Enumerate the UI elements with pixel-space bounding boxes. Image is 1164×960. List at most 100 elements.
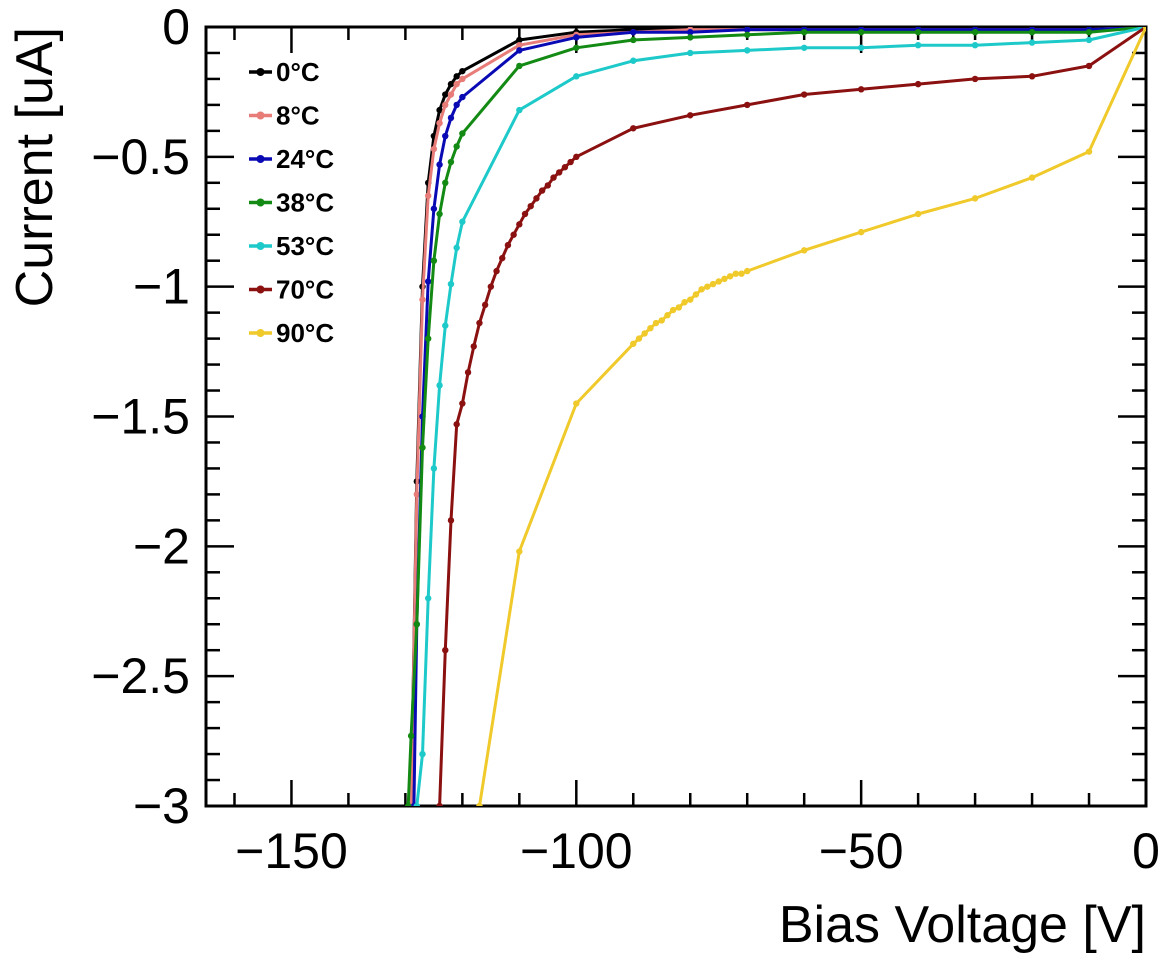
data-point (459, 218, 466, 225)
data-point (453, 73, 460, 80)
data-point (652, 319, 660, 327)
data-point (1085, 62, 1093, 70)
data-point (499, 254, 506, 262)
legend-label: 90°C (276, 318, 334, 348)
data-point (516, 47, 523, 54)
data-point (430, 205, 438, 212)
data-point (567, 158, 574, 166)
data-point (470, 343, 477, 350)
data-point (516, 221, 523, 228)
data-point (430, 465, 438, 472)
data-point (664, 312, 671, 319)
legend-entry: 0°C (249, 57, 320, 87)
series-6 (476, 27, 1146, 806)
data-point (573, 400, 580, 407)
data-point (516, 62, 523, 70)
data-point (556, 169, 563, 176)
data-point (476, 319, 483, 327)
legend-swatch-marker (256, 155, 265, 163)
data-point (630, 57, 637, 64)
data-point (687, 34, 694, 41)
data-point (641, 330, 648, 337)
series-4 (413, 27, 1146, 806)
data-point (447, 517, 455, 524)
data-point (453, 143, 460, 150)
data-point (800, 91, 808, 98)
data-point (687, 112, 694, 119)
data-point (459, 400, 466, 407)
data-point (442, 647, 449, 654)
data-point (721, 275, 728, 283)
data-point (436, 802, 443, 806)
data-point (573, 153, 580, 161)
data-point (527, 202, 534, 210)
data-point (1085, 36, 1093, 44)
data-point (1085, 28, 1093, 36)
data-point (914, 41, 922, 49)
y-tick-label: −1 (133, 259, 190, 315)
data-point (550, 174, 557, 181)
data-point (453, 421, 460, 428)
data-point (516, 41, 523, 49)
data-point (459, 130, 466, 137)
data-point (442, 101, 449, 109)
legend-label: 70°C (276, 275, 334, 305)
x-axis-title: Bias Voltage [V] (779, 896, 1146, 954)
data-point (504, 241, 512, 249)
data-point (516, 106, 523, 114)
data-point (658, 317, 665, 324)
data-point (453, 244, 460, 251)
data-point (493, 267, 500, 275)
data-point (573, 44, 580, 51)
data-point (436, 210, 443, 218)
legend-label: 0°C (276, 57, 320, 87)
data-point (647, 325, 654, 332)
data-point (447, 114, 455, 122)
legend-label: 8°C (276, 101, 320, 131)
data-point (436, 106, 443, 114)
data-point (971, 28, 979, 36)
data-point (521, 210, 529, 218)
data-point (447, 91, 455, 98)
legend-label: 24°C (276, 144, 334, 174)
data-point (687, 296, 694, 303)
series-layer (405, 27, 1146, 806)
data-point (419, 444, 426, 451)
data-point (635, 335, 643, 342)
data-point (419, 750, 426, 758)
data-point (487, 283, 495, 290)
data-point (630, 340, 637, 347)
y-tick-label: −0.5 (91, 129, 190, 185)
data-point (971, 195, 979, 202)
data-point (413, 802, 420, 806)
data-point (424, 335, 432, 342)
data-point (424, 278, 432, 285)
data-point (430, 257, 438, 264)
y-tick-label: −1.5 (91, 389, 190, 445)
data-point (698, 286, 705, 293)
data-point (424, 595, 432, 602)
data-point (914, 28, 922, 36)
legend-swatch-marker (256, 198, 265, 207)
data-point (442, 322, 449, 329)
data-point (857, 44, 865, 51)
data-point (459, 67, 466, 75)
data-point (436, 119, 443, 127)
data-point (436, 161, 443, 168)
data-point (442, 179, 449, 186)
data-point (1028, 39, 1036, 46)
data-point (744, 47, 751, 54)
data-point (744, 27, 751, 33)
legend-entry: 8°C (249, 101, 320, 131)
data-point (800, 44, 808, 51)
data-point (453, 80, 460, 88)
y-tick-label: −2 (133, 518, 190, 574)
data-point (510, 231, 517, 238)
data-point (516, 36, 523, 44)
data-point (744, 101, 751, 109)
legend-entry: 70°C (249, 275, 334, 305)
data-point (573, 34, 580, 41)
data-point (459, 93, 466, 101)
